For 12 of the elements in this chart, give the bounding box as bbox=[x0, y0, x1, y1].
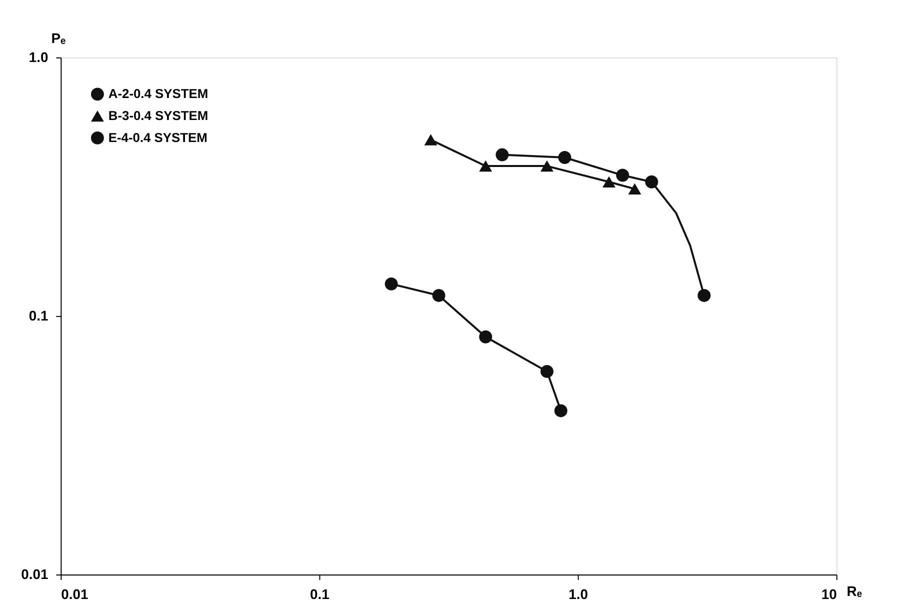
x-tick-label: 10 bbox=[821, 586, 838, 602]
x-tick-label: 1.0 bbox=[568, 586, 588, 602]
x-tick-label: 0.1 bbox=[310, 586, 330, 602]
legend-label: B-3-0.4 SYSTEM bbox=[108, 108, 208, 124]
y-tick-label: 1.0 bbox=[28, 48, 48, 65]
legend-label: E-4-0.4 SYSTEM bbox=[108, 130, 208, 145]
x-axis-title: Rₑ bbox=[846, 582, 862, 599]
x-tick-label: 0.01 bbox=[61, 586, 88, 602]
y-axis-title: Pₑ bbox=[51, 30, 66, 46]
legend-label: A-2-0.4 SYSTEM bbox=[108, 86, 208, 102]
y-tick-label: 0.01 bbox=[21, 566, 48, 582]
y-tick-label: 0.1 bbox=[28, 307, 48, 324]
